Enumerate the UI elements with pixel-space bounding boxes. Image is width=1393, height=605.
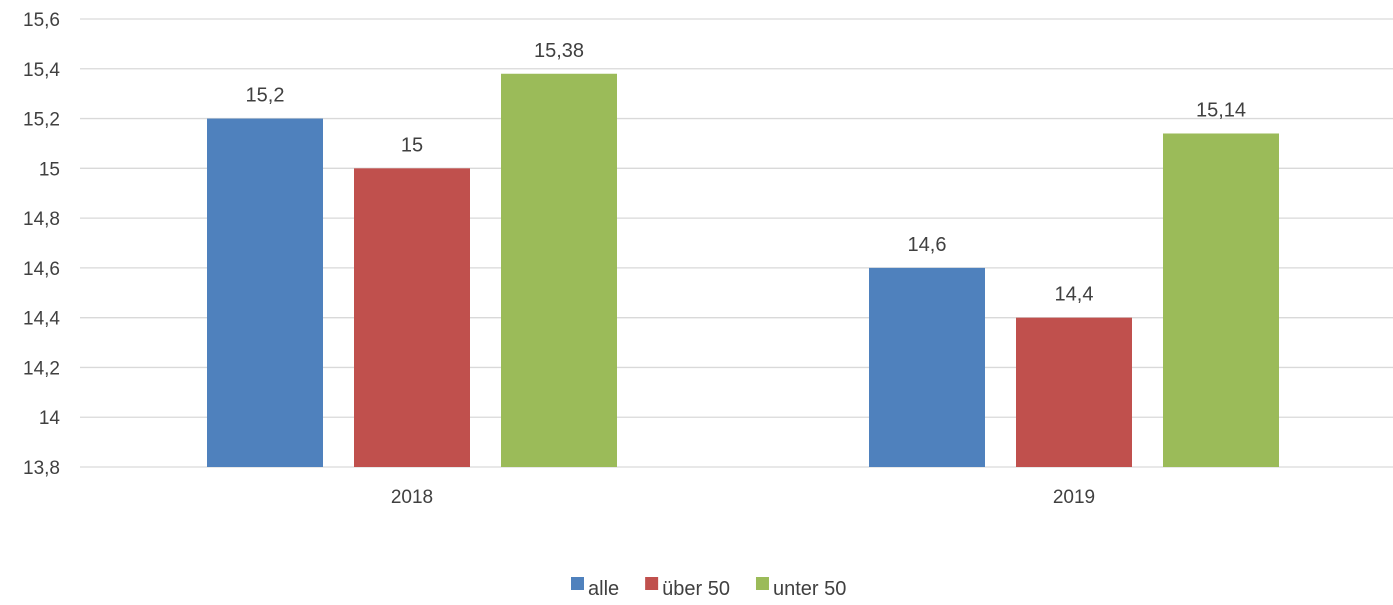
x-axis-tick-labels: 2018 2019 bbox=[391, 487, 1095, 508]
y-tick-label: 14,8 bbox=[23, 209, 60, 230]
legend-swatch bbox=[645, 577, 659, 590]
data-label: 15,38 bbox=[534, 40, 584, 62]
data-label: 15,14 bbox=[1196, 99, 1246, 121]
bar-alle-2018 bbox=[207, 118, 323, 468]
legend: alle über 50 unter 50 bbox=[571, 577, 846, 600]
bar-über-50-2018 bbox=[354, 168, 470, 468]
legend-swatch bbox=[755, 577, 769, 590]
data-label: 14,6 bbox=[908, 234, 947, 256]
y-tick-label: 15 bbox=[39, 159, 60, 180]
y-tick-label: 13,8 bbox=[23, 458, 60, 479]
x-tick-label: 2018 bbox=[391, 487, 433, 508]
y-tick-label: 15,4 bbox=[23, 60, 60, 81]
y-tick-label: 14,4 bbox=[23, 309, 60, 330]
y-axis-tick-labels: 13,8 14 14,2 14,4 14,6 14,8 15 15,2 15,4 15,6 bbox=[23, 10, 60, 479]
legend-item: über 50 bbox=[645, 577, 730, 600]
y-tick-label: 15,6 bbox=[23, 10, 60, 31]
data-labels: 15,2 15 15,38 14,6 14,4 15,14 bbox=[246, 40, 1247, 306]
bar-unter-50-2018 bbox=[501, 73, 617, 467]
y-tick-label: 14,6 bbox=[23, 259, 60, 280]
bar-unter-50-2019 bbox=[1163, 133, 1279, 467]
data-label: 14,4 bbox=[1055, 284, 1094, 306]
bar-über-50-2019 bbox=[1016, 317, 1132, 467]
y-tick-label: 15,2 bbox=[23, 110, 60, 131]
data-label: 15 bbox=[401, 134, 423, 156]
legend-label: unter 50 bbox=[773, 578, 846, 600]
data-label: 15,2 bbox=[246, 85, 285, 107]
bar-alle-2019 bbox=[869, 267, 985, 467]
legend-item: alle bbox=[571, 577, 619, 600]
x-tick-label: 2019 bbox=[1053, 487, 1095, 508]
y-tick-label: 14 bbox=[39, 408, 61, 429]
legend-swatch bbox=[571, 577, 584, 590]
legend-label: über 50 bbox=[662, 578, 730, 600]
legend-item: unter 50 bbox=[755, 577, 846, 600]
bars bbox=[207, 73, 1279, 468]
y-tick-label: 14,2 bbox=[23, 358, 60, 379]
legend-label: alle bbox=[588, 578, 619, 600]
